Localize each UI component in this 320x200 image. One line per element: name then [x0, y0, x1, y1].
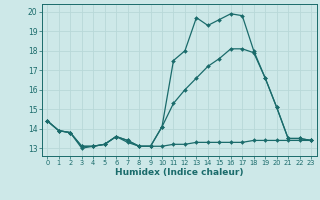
- X-axis label: Humidex (Indice chaleur): Humidex (Indice chaleur): [115, 168, 244, 177]
